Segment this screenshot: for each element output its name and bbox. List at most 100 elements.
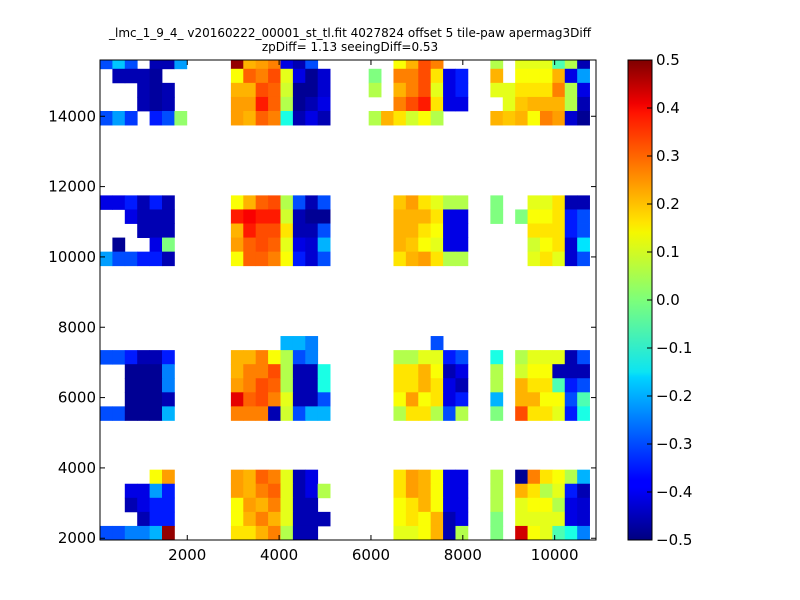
heatmap-cell — [539, 350, 553, 365]
heatmap-cell — [539, 195, 553, 210]
heatmap-cell — [174, 110, 188, 126]
heatmap-cell — [430, 195, 444, 210]
heatmap-cell — [490, 82, 504, 98]
heatmap-cell — [317, 251, 331, 267]
heatmap-cell — [292, 336, 306, 351]
heatmap-cell — [305, 110, 319, 126]
heatmap-cell — [490, 406, 504, 421]
heatmap-cell — [564, 110, 578, 126]
heatmap-cell — [255, 82, 269, 98]
heatmap-cell — [230, 110, 244, 126]
heatmap-cell — [137, 251, 150, 267]
heatmap-cell — [292, 364, 306, 379]
y-tick-label: 2000 — [58, 529, 96, 547]
heatmap-cell — [292, 110, 306, 126]
heatmap-cell — [455, 350, 469, 365]
heatmap-cell — [230, 237, 244, 253]
heatmap-cell — [515, 82, 528, 98]
heatmap-cell — [490, 483, 504, 499]
heatmap-cell — [577, 364, 590, 379]
heatmap-cell — [577, 110, 590, 126]
heatmap-cell — [455, 497, 469, 513]
heatmap-cell — [268, 483, 281, 499]
heatmap-cell — [393, 195, 407, 210]
heatmap-cell — [162, 497, 175, 513]
heatmap-cell — [443, 392, 456, 407]
heatmap-cell — [100, 525, 113, 541]
heatmap-cell — [149, 511, 163, 527]
heatmap-cell — [268, 60, 281, 70]
heatmap-cell — [268, 251, 281, 267]
heatmap-cell — [243, 364, 257, 379]
heatmap-cell — [490, 525, 504, 541]
heatmap-cell — [305, 497, 319, 513]
heatmap-cell — [564, 195, 578, 210]
heatmap-cell — [243, 350, 257, 365]
colorbar-tick-label: 0.2 — [656, 195, 680, 213]
heatmap-cell — [405, 483, 419, 499]
colorbar-tick-label: −0.2 — [656, 387, 692, 405]
heatmap-cell — [124, 378, 138, 393]
heatmap-cell — [564, 378, 578, 393]
heatmap-cell — [564, 350, 578, 365]
heatmap-cell — [137, 96, 150, 112]
heatmap-cell — [405, 237, 419, 253]
heatmap-cell — [268, 68, 281, 84]
heatmap-cell — [577, 82, 590, 98]
x-tick-label: 10000 — [531, 546, 579, 564]
heatmap-cell — [255, 209, 269, 224]
heatmap-cell — [490, 364, 504, 379]
heatmap-cell — [149, 525, 163, 541]
heatmap-cell — [393, 350, 407, 365]
heatmap-cell — [243, 483, 257, 499]
heatmap-cell — [149, 378, 163, 393]
heatmap-cell — [552, 96, 566, 112]
heatmap-cell — [443, 195, 456, 210]
heatmap-cell — [255, 497, 269, 513]
heatmap-cell — [527, 82, 541, 98]
heatmap-cell — [552, 483, 566, 499]
heatmap-cell — [515, 497, 528, 513]
heatmap-cell — [305, 60, 319, 70]
heatmap-cell — [317, 511, 331, 527]
heatmap-cell — [527, 350, 541, 365]
heatmap-cell — [490, 209, 504, 224]
heatmap-cell — [305, 511, 319, 527]
heatmap-cell — [418, 195, 432, 210]
heatmap-cell — [280, 406, 294, 421]
heatmap-cell — [393, 251, 407, 267]
heatmap-cell — [405, 525, 419, 541]
heatmap-cell — [539, 96, 553, 112]
heatmap-cell — [490, 378, 504, 393]
heatmap-cell — [162, 511, 175, 527]
heatmap-cell — [393, 497, 407, 513]
heatmap-cell — [527, 483, 541, 499]
heatmap-cell — [539, 209, 553, 224]
heatmap-cell — [292, 511, 306, 527]
heatmap-cell — [124, 392, 138, 407]
heatmap-cell — [405, 110, 419, 126]
heatmap-cell — [418, 364, 432, 379]
heatmap-cell — [243, 378, 257, 393]
heatmap-cell — [124, 110, 138, 126]
heatmap-cell — [418, 378, 432, 393]
heatmap-cell — [124, 406, 138, 421]
heatmap-cell — [255, 511, 269, 527]
heatmap-cell — [490, 511, 504, 527]
heatmap-cell — [405, 195, 419, 210]
heatmap-cell — [564, 60, 578, 70]
heatmap-cell — [527, 392, 541, 407]
heatmap-cell — [502, 110, 516, 126]
heatmap-cell — [292, 350, 306, 365]
heatmap-cell — [527, 525, 541, 541]
heatmap-cell — [527, 251, 541, 267]
heatmap-cell — [268, 392, 281, 407]
heatmap-cells — [100, 60, 590, 541]
heatmap-cell — [552, 511, 566, 527]
heatmap-cell — [418, 110, 432, 126]
heatmap-cell — [368, 110, 382, 126]
x-tick-label: 4000 — [260, 546, 298, 564]
heatmap-cell — [149, 237, 163, 253]
heatmap-cell — [443, 237, 456, 253]
heatmap-cell — [280, 336, 294, 351]
